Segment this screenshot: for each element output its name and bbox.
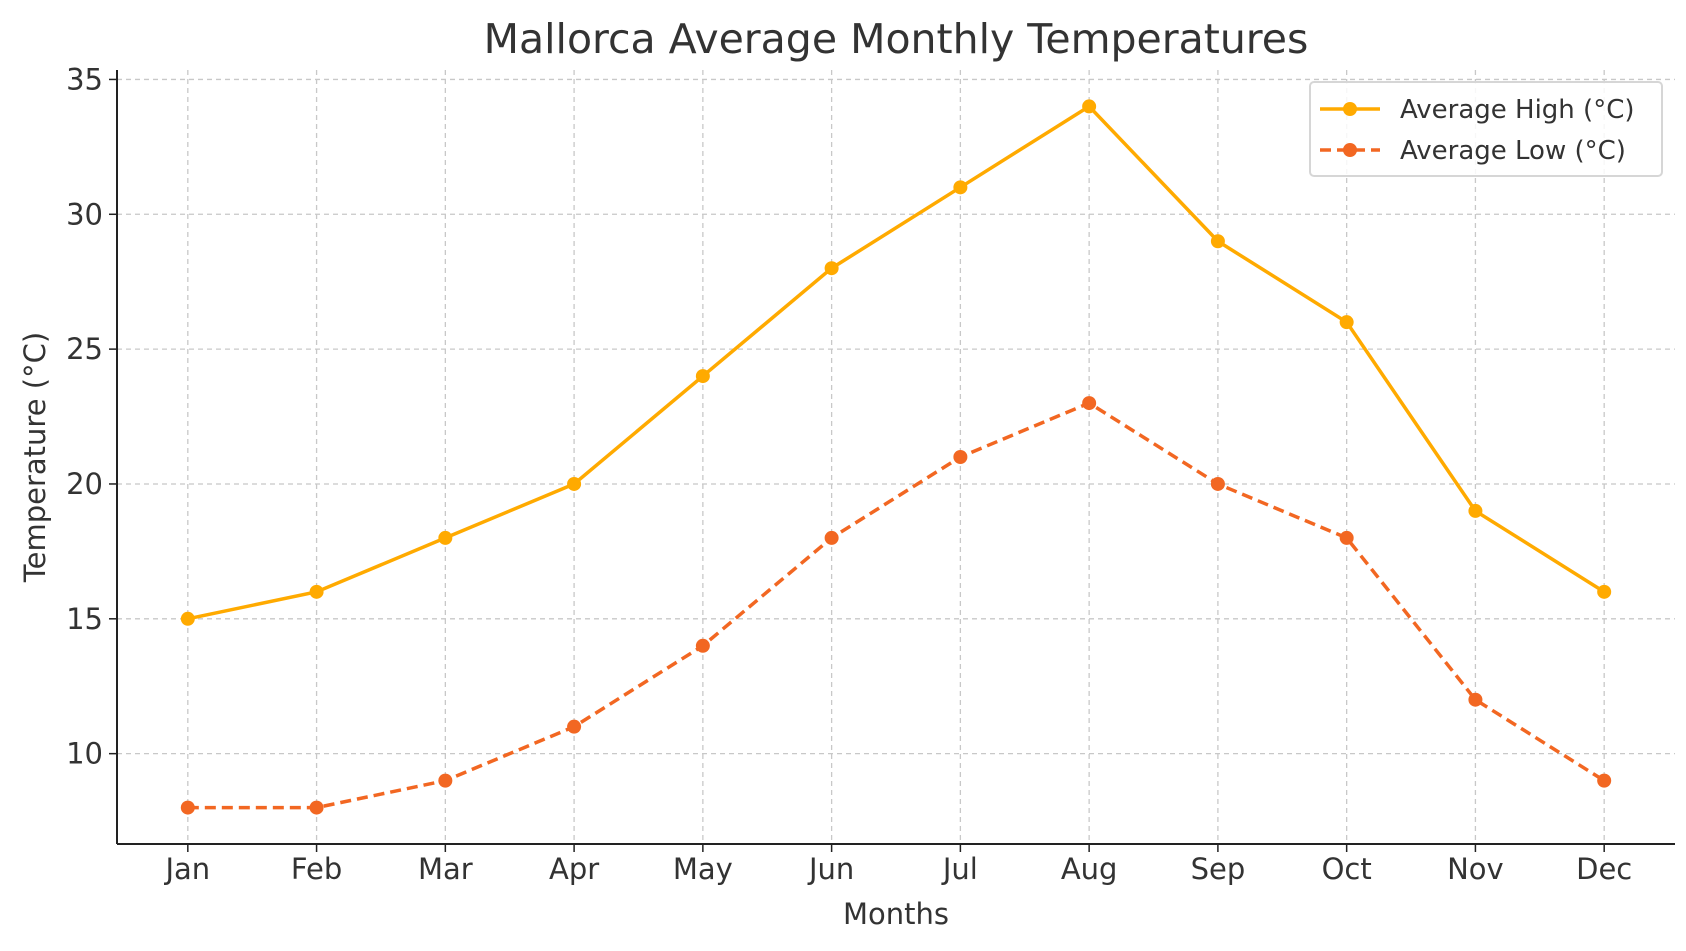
x-tick-label: May — [673, 852, 733, 886]
series-line-low — [187, 401, 1606, 810]
x-tick-label: Mar — [418, 852, 473, 886]
x-tick-label: Nov — [1447, 852, 1504, 886]
y-tick-label: 25 — [66, 332, 103, 366]
data-point — [1082, 396, 1097, 411]
data-point — [438, 773, 453, 788]
x-tick-label: Jul — [941, 852, 978, 886]
legend: Average High (°C) Average Low (°C) — [1309, 81, 1663, 177]
data-point — [824, 530, 839, 545]
data-point — [695, 638, 710, 653]
axes: Jan Feb Mar Apr May Jun Jul Aug Sep Oct Nov Dec 10 15… — [66, 62, 1675, 886]
chart-title: Mallorca Average Monthly Temperatures — [484, 15, 1309, 63]
x-tick-label: Apr — [549, 852, 599, 886]
legend-marker — [1343, 143, 1357, 157]
y-tick-label: 10 — [66, 737, 103, 771]
y-tick-label: 20 — [66, 467, 103, 501]
y-tick-label: 15 — [66, 602, 103, 636]
x-tick-label: Sep — [1191, 852, 1246, 886]
y-tick-label: 30 — [66, 197, 103, 231]
legend-box — [1309, 81, 1663, 177]
data-point — [1468, 503, 1483, 518]
data-point — [953, 180, 968, 195]
data-point — [1210, 234, 1225, 249]
data-point — [1597, 584, 1612, 599]
x-tick-label: Jun — [807, 852, 854, 886]
series-layer — [180, 99, 1612, 815]
y-axis-label: Temperature (°C) — [18, 332, 52, 583]
data-point — [309, 800, 324, 815]
x-axis-label: Months — [843, 897, 949, 931]
data-point — [1339, 315, 1354, 330]
legend-marker — [1343, 102, 1357, 116]
data-point — [309, 584, 324, 599]
x-tick-label: Aug — [1061, 852, 1118, 886]
y-tick-label: 35 — [66, 62, 103, 96]
data-point — [1210, 476, 1225, 491]
legend-label: Average Low (°C) — [1400, 136, 1626, 166]
data-point — [824, 261, 839, 276]
data-point — [438, 530, 453, 545]
data-point — [953, 450, 968, 464]
data-point — [567, 476, 582, 491]
data-point — [1339, 530, 1354, 545]
legend-label: Average High (°C) — [1400, 95, 1635, 125]
x-tick-label: Feb — [291, 852, 342, 886]
data-point — [695, 369, 710, 384]
data-point — [1597, 773, 1612, 788]
data-point — [1082, 99, 1097, 114]
data-point — [567, 719, 582, 734]
x-tick-label: Dec — [1576, 852, 1632, 886]
data-point — [1468, 692, 1483, 707]
data-point — [180, 611, 195, 626]
grid — [117, 70, 1675, 844]
data-point — [180, 800, 195, 815]
x-tick-label: Jan — [163, 852, 210, 886]
x-tick-label: Oct — [1322, 852, 1372, 886]
series-line-high — [187, 104, 1606, 621]
